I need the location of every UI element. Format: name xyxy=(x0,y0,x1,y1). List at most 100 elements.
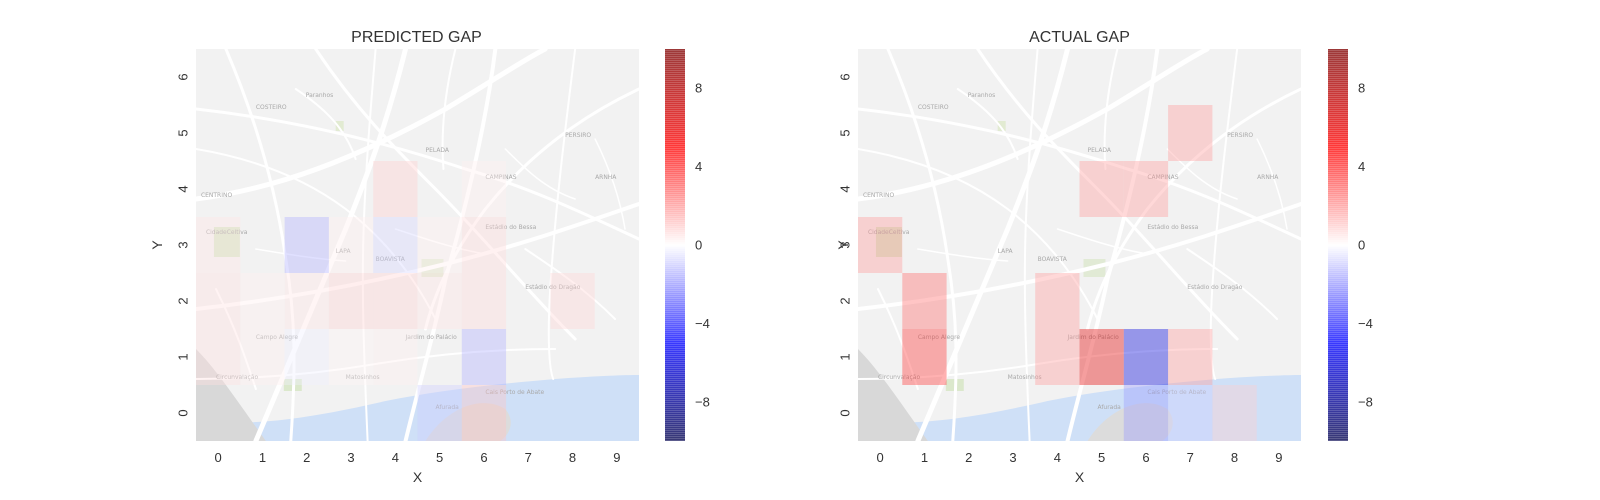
heatmap-cell xyxy=(1168,329,1213,385)
x-tick-label: 2 xyxy=(965,450,972,465)
heatmap-cell xyxy=(196,273,241,329)
y-tick-label: 5 xyxy=(176,129,191,136)
y-tick-labels: 0 1 2 3 4 5 6 xyxy=(838,73,853,416)
heatmap-cell xyxy=(550,273,595,329)
heatmap-cell xyxy=(196,217,241,273)
x-axis-label: X xyxy=(1075,469,1085,485)
x-tick-label: 3 xyxy=(1009,450,1016,465)
colorbar-tick-label: 0 xyxy=(695,238,702,253)
colorbar-tick-label: 8 xyxy=(695,81,702,96)
x-tick-label: 0 xyxy=(877,450,884,465)
y-tick-label: 4 xyxy=(176,185,191,192)
colorbar: −8 −4 0 4 8 xyxy=(665,49,710,441)
colorbar-tick-label: −4 xyxy=(695,316,710,331)
y-tick-label: 3 xyxy=(838,241,853,248)
chart-title: ACTUAL GAP xyxy=(1029,29,1130,46)
x-tick-label: 5 xyxy=(436,450,443,465)
heatmap-cell xyxy=(461,329,507,385)
x-tick-label: 8 xyxy=(1231,450,1238,465)
heatmap-cell xyxy=(1123,161,1169,217)
heatmap-cell xyxy=(902,329,947,385)
x-tick-label: 7 xyxy=(525,450,532,465)
colorbar: −8 −4 0 4 8 xyxy=(1328,49,1373,441)
heatmap-cell xyxy=(1168,105,1213,161)
heatmap-cell xyxy=(328,273,374,329)
y-tick-label: 4 xyxy=(838,185,853,192)
heatmap-cell xyxy=(461,217,507,273)
colorbar-texture xyxy=(665,49,685,441)
y-tick-label: 3 xyxy=(176,241,191,248)
y-tick-label: 2 xyxy=(176,297,191,304)
x-tick-label: 3 xyxy=(347,450,354,465)
x-tick-label: 9 xyxy=(1275,450,1282,465)
x-tick-label: 5 xyxy=(1098,450,1105,465)
colorbar-tick-label: −4 xyxy=(1358,316,1373,331)
heatmap-cell xyxy=(902,273,947,329)
heatmap-cell xyxy=(461,273,507,329)
y-tick-label: 0 xyxy=(176,409,191,416)
heatmap-cell xyxy=(284,217,329,273)
heatmap-cell xyxy=(373,273,418,329)
x-tick-label: 4 xyxy=(392,450,399,465)
colorbar-tick-label: 4 xyxy=(1358,159,1365,174)
colorbar-texture xyxy=(1328,49,1348,441)
x-tick-label: 2 xyxy=(303,450,310,465)
heatmap-cell xyxy=(417,217,462,273)
colorbar-tick-label: 8 xyxy=(1358,81,1365,96)
colorbar-tick-label: −8 xyxy=(695,394,710,409)
heatmap-cell xyxy=(858,217,903,273)
heatmap-cell xyxy=(1212,385,1257,441)
heatmap-cell xyxy=(373,329,418,385)
heatmap-cell xyxy=(240,273,285,329)
x-tick-label: 1 xyxy=(259,450,266,465)
y-tick-label: 6 xyxy=(838,73,853,80)
heatmap-cell xyxy=(284,273,329,329)
y-tick-label: 0 xyxy=(838,409,853,416)
heatmap-cell xyxy=(1123,385,1169,441)
heatmap-cells xyxy=(196,161,595,441)
heatmap-cell xyxy=(328,217,374,273)
heatmap-cell xyxy=(461,385,507,441)
y-tick-label: 2 xyxy=(838,297,853,304)
heatmap-cells xyxy=(858,105,1257,441)
y-tick-label: 1 xyxy=(838,353,853,360)
y-tick-label: 5 xyxy=(838,129,853,136)
heatmap-cell xyxy=(373,161,418,217)
x-tick-label: 6 xyxy=(1142,450,1149,465)
x-tick-label: 1 xyxy=(921,450,928,465)
x-axis-label: X xyxy=(413,469,423,485)
x-tick-label: 9 xyxy=(613,450,620,465)
x-tick-label: 4 xyxy=(1054,450,1061,465)
chart-title: PREDICTED GAP xyxy=(351,29,482,46)
heatmap-cell xyxy=(1079,161,1124,217)
heatmap-cell xyxy=(1168,385,1213,441)
y-axis-label: Y xyxy=(835,240,851,250)
heatmap-cell xyxy=(1035,273,1080,329)
x-tick-label: 7 xyxy=(1187,450,1194,465)
heatmap-cell xyxy=(1123,329,1169,385)
heatmap-cell xyxy=(196,329,241,385)
heatmap-cell xyxy=(1035,329,1080,385)
y-tick-labels: 0 1 2 3 4 5 6 xyxy=(176,73,191,416)
y-tick-label: 1 xyxy=(176,353,191,360)
heatmap-cell xyxy=(284,329,329,385)
heatmap-cell xyxy=(328,329,374,385)
heatmap-cell xyxy=(373,217,418,273)
x-tick-label: 8 xyxy=(569,450,576,465)
y-axis-label: Y xyxy=(149,240,165,250)
heatmap-cell xyxy=(417,273,462,329)
x-tick-labels: 0 1 2 3 4 5 6 7 8 9 xyxy=(877,450,1283,465)
colorbar-tick-labels: −8 −4 0 4 8 xyxy=(1358,81,1373,410)
colorbar-tick-label: 0 xyxy=(1358,238,1365,253)
heatmap-cell xyxy=(240,329,285,385)
x-tick-labels: 0 1 2 3 4 5 6 7 8 9 xyxy=(215,450,621,465)
colorbar-tick-label: −8 xyxy=(1358,394,1373,409)
colorbar-tick-label: 4 xyxy=(695,159,702,174)
y-tick-label: 6 xyxy=(176,73,191,80)
heatmap-cell xyxy=(1079,329,1124,385)
actual-gap-panel: ACTUAL GAP 0 1 2 3 4 5 6 7 8 9 0 1 2 3 4 5 6 X Y −8 −4 0 4… xyxy=(835,29,1373,485)
heatmap-cell xyxy=(417,385,462,441)
x-tick-label: 6 xyxy=(480,450,487,465)
